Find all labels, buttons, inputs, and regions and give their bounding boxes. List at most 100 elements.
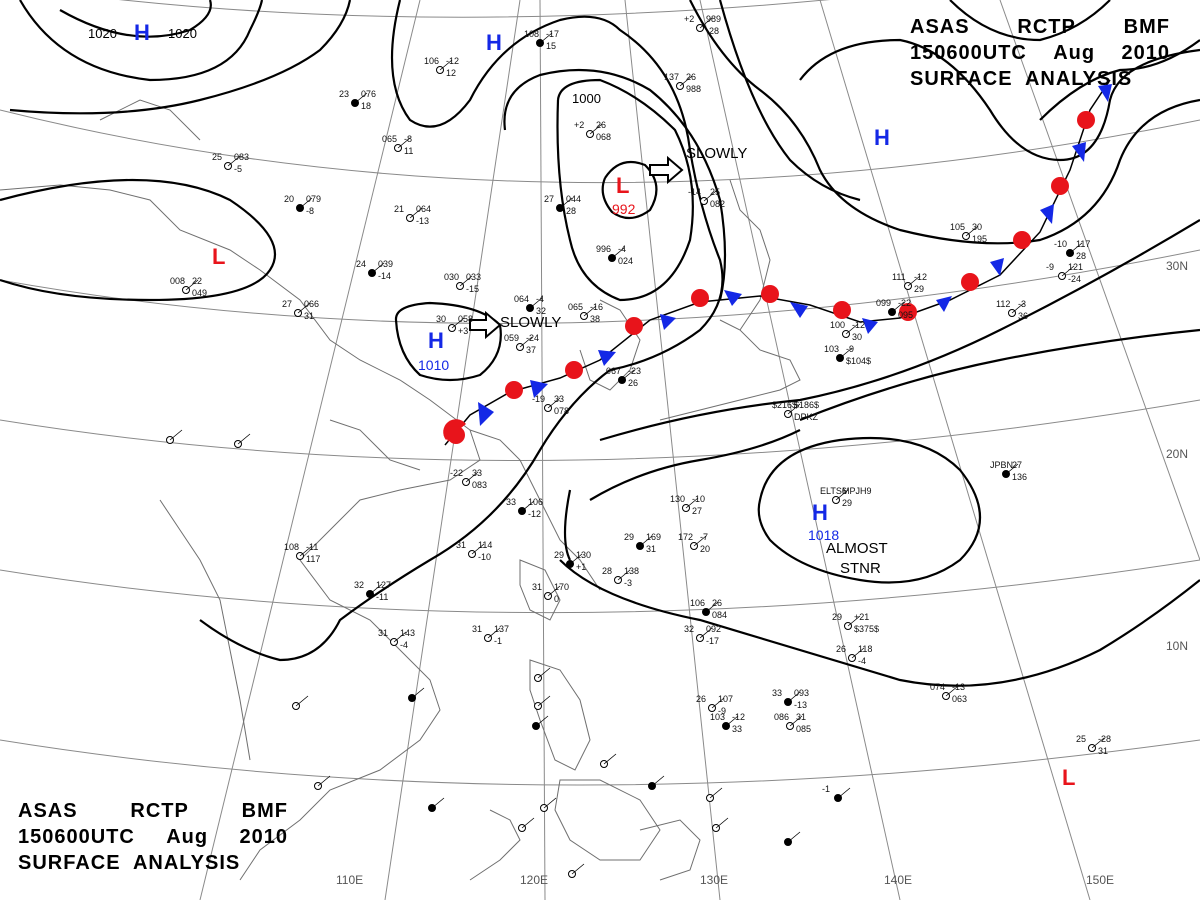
isobar-label: 1020 bbox=[168, 26, 197, 41]
station-value: 30 bbox=[972, 222, 982, 232]
station-value: 33 bbox=[772, 688, 782, 698]
station-value: 103 bbox=[710, 712, 725, 722]
station-value: 28 bbox=[566, 206, 576, 216]
station-value: 130 bbox=[670, 494, 685, 504]
header-station: RCTP bbox=[1017, 16, 1076, 38]
station-value: -3 bbox=[1018, 299, 1026, 309]
wind-barb bbox=[699, 627, 713, 639]
station-value: -17 bbox=[546, 29, 559, 39]
station-plot: 059 -24 37 bbox=[504, 333, 539, 355]
header-agency: ASAS bbox=[910, 16, 970, 38]
wind-barb bbox=[835, 489, 849, 501]
wind-barb bbox=[787, 831, 801, 843]
station-value: 24 bbox=[356, 259, 366, 269]
station-value: 106 bbox=[690, 598, 705, 608]
header-time: 150600UTC bbox=[18, 826, 135, 848]
station-value: 31 bbox=[1098, 746, 1108, 756]
isobars bbox=[0, 0, 1200, 687]
wind-barb bbox=[227, 155, 241, 167]
station-plot: 33 093 -13 bbox=[772, 688, 809, 710]
station-value: 130 bbox=[576, 550, 591, 560]
coastlines bbox=[0, 99, 801, 881]
station-plot bbox=[314, 775, 331, 790]
wind-barb bbox=[371, 262, 385, 274]
station-plot: 137 26 988 bbox=[664, 72, 701, 94]
station-value: 28 bbox=[602, 566, 612, 576]
movement-label: SLOWLY bbox=[686, 145, 747, 162]
wind-barb bbox=[431, 797, 445, 809]
station-plot: -22 33 083 bbox=[450, 468, 487, 490]
station-plot bbox=[532, 715, 549, 730]
station-value: -8 bbox=[404, 134, 412, 144]
header-year: 2010 bbox=[239, 826, 288, 848]
station-plot: 100 -12 30 bbox=[830, 320, 865, 342]
wind-barb bbox=[1091, 737, 1105, 749]
wind-barb bbox=[715, 817, 729, 829]
station-value: -4 bbox=[400, 640, 408, 650]
wind-barb bbox=[487, 627, 501, 639]
station-value: 30 bbox=[852, 332, 862, 342]
station-value: 143 bbox=[400, 628, 415, 638]
station-value: -8 bbox=[306, 206, 314, 216]
station-plot: 103 -12 33 bbox=[710, 712, 745, 734]
cold-front-triangles bbox=[478, 84, 1112, 426]
station-plot: 074 -13 063 bbox=[930, 682, 967, 704]
station-plot: 21 064 -13 bbox=[394, 204, 431, 226]
station-plot bbox=[534, 667, 551, 682]
station-value: 32 bbox=[536, 306, 546, 316]
station-value: 29 bbox=[554, 550, 564, 560]
station-plot: 30 058 +3 bbox=[436, 314, 473, 336]
station-value: -9 bbox=[718, 706, 726, 716]
station-plot: -14 25 082 bbox=[688, 187, 725, 209]
wind-barb bbox=[621, 369, 635, 381]
header-line-2: 150600UTC Aug 2010 bbox=[18, 824, 288, 850]
station-value: $375$ bbox=[854, 624, 879, 634]
station-plot: 996 -4 024 bbox=[596, 244, 633, 266]
station-plot: 27 044 28 bbox=[544, 194, 581, 216]
station-value: 38 bbox=[590, 314, 600, 324]
movement-label: SLOWLY bbox=[500, 314, 561, 331]
wind-barb bbox=[693, 535, 707, 547]
station-value: 31 bbox=[532, 582, 542, 592]
station-plot: 32 092 -17 bbox=[684, 624, 721, 646]
station-plot bbox=[712, 817, 729, 832]
isobar-label: 1000 bbox=[572, 91, 601, 106]
station-value: 063 bbox=[952, 694, 967, 704]
wind-barb bbox=[891, 301, 905, 313]
wind-barb bbox=[519, 336, 533, 348]
station-value: 079 bbox=[306, 194, 321, 204]
wind-barb bbox=[685, 497, 699, 509]
station-plot: 108 -17 15 bbox=[524, 29, 559, 51]
station-plot: 111 -12 29 bbox=[892, 272, 927, 294]
station-plot: 25 -28 31 bbox=[1076, 734, 1111, 756]
station-value: 066 bbox=[304, 299, 319, 309]
station-value: 28 bbox=[1076, 251, 1086, 261]
station-value: JPBN bbox=[990, 460, 1013, 470]
wind-barb bbox=[529, 297, 543, 309]
station-plot: 29 +21 $375$ bbox=[832, 612, 879, 634]
station-value: 086 bbox=[774, 712, 789, 722]
wind-barb bbox=[409, 207, 423, 219]
station-value: 078 bbox=[554, 406, 569, 416]
station-value: 33 bbox=[554, 394, 564, 404]
wind-barb bbox=[583, 305, 597, 317]
wind-barb bbox=[521, 817, 535, 829]
wind-barb bbox=[709, 787, 723, 799]
station-value: 083 bbox=[234, 152, 249, 162]
wind-barb bbox=[237, 433, 251, 445]
station-value: -10 bbox=[478, 552, 491, 562]
wind-barb bbox=[851, 647, 865, 659]
wind-barb bbox=[411, 687, 425, 699]
station-value: -4 bbox=[858, 656, 866, 666]
station-plot: 33 106 -12 bbox=[506, 497, 543, 519]
station-plot: 065 -16 38 bbox=[568, 302, 603, 324]
wind-barb bbox=[1011, 302, 1025, 314]
station-value: 27 bbox=[282, 299, 292, 309]
station-value: 117 bbox=[1076, 239, 1090, 249]
station-plot: 106 -12 12 bbox=[424, 56, 459, 78]
station-value: +3 bbox=[458, 326, 468, 336]
station-plot bbox=[600, 753, 617, 768]
station-value: +21 bbox=[854, 612, 869, 622]
station-value: 33 bbox=[472, 468, 482, 478]
station-value: 31 bbox=[456, 540, 466, 550]
